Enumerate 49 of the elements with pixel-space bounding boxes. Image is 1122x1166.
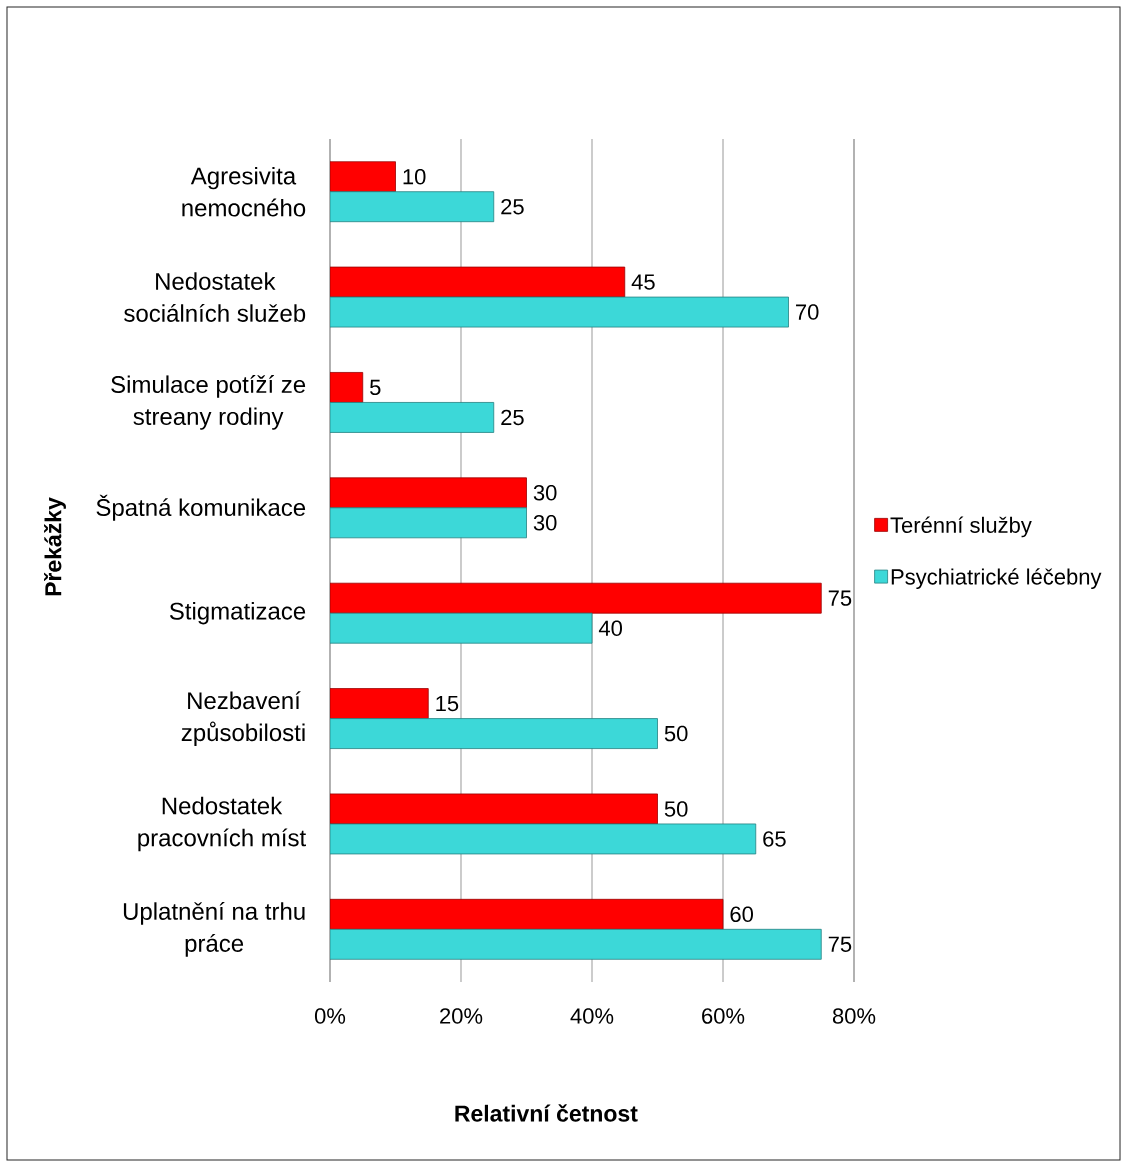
data-label: 70 (796, 304, 819, 320)
y-tick-label: Nezbavení způsobilosti (181, 691, 305, 746)
y-tick-label: Simulace potíží ze streany rodiny (111, 375, 306, 430)
y-tick-label: Agresivita nemocného (182, 166, 306, 217)
data-label: 75 (828, 936, 852, 952)
data-label: 25 (501, 409, 524, 426)
bar (330, 718, 658, 749)
y-tick-label: Špatná komunikace (96, 494, 306, 521)
bar (330, 688, 429, 719)
data-label: 50 (664, 801, 688, 817)
x-tick-label: 80% (832, 1008, 876, 1024)
bar (330, 928, 822, 960)
bar (330, 266, 626, 298)
y-tick-label: Stigmatizace (169, 602, 306, 625)
data-label: 30 (533, 485, 557, 501)
bar (330, 477, 527, 509)
data-label: 50 (664, 725, 688, 742)
data-label: 15 (436, 695, 459, 712)
bar (330, 507, 527, 539)
legend-label: Terénní služby (890, 516, 1032, 538)
bar (330, 296, 789, 328)
y-tick-label: Nedostatek pracovních míst (138, 796, 306, 852)
bar (330, 898, 724, 930)
x-tick-label: 0% (314, 1008, 346, 1024)
x-tick-label: 40% (570, 1008, 614, 1024)
bar (330, 823, 757, 855)
data-label: 30 (533, 515, 557, 531)
bar (330, 793, 658, 825)
data-label: 65 (763, 831, 786, 847)
y-tick-label: Nedostatek sociálních služeb (124, 272, 306, 322)
data-label: 60 (730, 906, 754, 923)
data-label: 75 (828, 590, 852, 606)
data-label: 5 (370, 379, 381, 396)
data-label: 10 (403, 168, 426, 185)
x-axis-title: Relativní četnost (455, 1104, 638, 1122)
legend-label: Psychiatrické léčebny (891, 568, 1102, 589)
bar (330, 161, 396, 193)
data-label: 25 (501, 198, 524, 215)
bar (330, 191, 495, 223)
bar (330, 372, 364, 403)
bar (330, 582, 822, 614)
data-label: 40 (598, 620, 622, 636)
y-axis-title: Překážky (44, 497, 66, 596)
data-label: 45 (631, 274, 655, 290)
x-tick-label: 60% (702, 1008, 745, 1024)
y-tick-label: Uplatnění na trhu práce (123, 901, 305, 957)
bar (330, 402, 495, 433)
bar (330, 612, 593, 644)
x-tick-label: 20% (440, 1008, 483, 1024)
